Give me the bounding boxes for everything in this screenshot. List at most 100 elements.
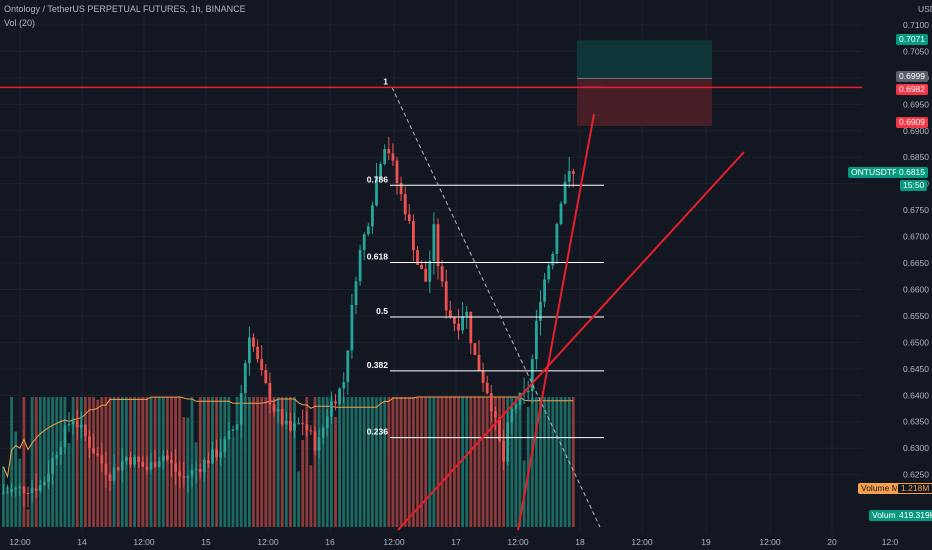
price-tick-label: 0.6650 bbox=[903, 258, 929, 268]
volume-bar bbox=[436, 397, 440, 527]
candle-body bbox=[330, 401, 333, 417]
candle-body bbox=[305, 424, 309, 431]
volume-bar bbox=[354, 397, 358, 527]
candle-body bbox=[453, 317, 456, 324]
volume-bar bbox=[514, 397, 518, 527]
candle-body bbox=[559, 203, 563, 225]
candle-body bbox=[506, 422, 510, 462]
candle-body bbox=[325, 416, 329, 428]
volume-bar bbox=[268, 397, 272, 527]
volume-bar bbox=[260, 397, 264, 527]
volume-bar bbox=[88, 397, 91, 527]
volume-bar bbox=[469, 397, 473, 527]
candle-body bbox=[391, 153, 395, 161]
horizontal-line-price-tag: 0.6982 bbox=[896, 84, 928, 95]
volume-bar bbox=[563, 397, 567, 527]
candle-body bbox=[313, 431, 317, 451]
candle-body bbox=[371, 205, 374, 227]
candle-body bbox=[47, 473, 50, 483]
candle-body bbox=[342, 382, 346, 389]
candle-body bbox=[231, 429, 235, 431]
volume-bar bbox=[297, 471, 300, 527]
time-tick-label: 19 bbox=[701, 537, 711, 547]
candle-body bbox=[543, 279, 546, 302]
time-axis[interactable]: 12:00 14 12:00 15 12:00 16 12:00 17 12:00 18 12:00… bbox=[0, 533, 932, 550]
volume-bar bbox=[231, 436, 235, 527]
volume-bar bbox=[453, 397, 456, 527]
candle-body bbox=[412, 220, 415, 251]
price-tick-label: 0.6450 bbox=[903, 364, 929, 374]
volume-ma-label-tag: Volume MA bbox=[858, 483, 908, 494]
candle-body bbox=[207, 460, 210, 464]
candle-body bbox=[186, 476, 190, 479]
long-position-tool[interactable] bbox=[577, 40, 712, 127]
candle-body bbox=[494, 411, 497, 418]
price-tick-label: 0.6700 bbox=[903, 232, 929, 242]
volume-bar bbox=[71, 397, 75, 527]
volume-bar bbox=[116, 397, 120, 527]
candle-body bbox=[178, 471, 182, 477]
candle-body bbox=[51, 458, 54, 474]
candle-body bbox=[403, 194, 407, 215]
volume-bar bbox=[375, 397, 378, 527]
candle-body bbox=[362, 234, 366, 251]
candle-body bbox=[30, 488, 34, 494]
volume-bar bbox=[481, 397, 485, 527]
volume-bar bbox=[387, 397, 391, 527]
volume-bar bbox=[26, 509, 30, 527]
candle-body bbox=[268, 383, 272, 405]
candle-body bbox=[166, 455, 169, 460]
trend-lines[interactable] bbox=[0, 86, 862, 531]
volume-bar bbox=[416, 397, 419, 527]
volume-bar bbox=[84, 397, 87, 527]
candle-body bbox=[280, 408, 284, 425]
volume-bar bbox=[96, 399, 100, 527]
stop-price-tag: 0.6909 bbox=[896, 117, 928, 128]
candle-body bbox=[518, 392, 522, 405]
candle-body bbox=[112, 467, 116, 481]
candle-body bbox=[34, 488, 38, 491]
volume-bar bbox=[43, 397, 46, 527]
volume-bar bbox=[243, 397, 247, 527]
volume-bar bbox=[424, 397, 428, 527]
candle-body bbox=[297, 423, 300, 425]
candle-body bbox=[88, 436, 91, 448]
volume-bar bbox=[395, 397, 399, 527]
volume-bar bbox=[293, 397, 296, 527]
candle-body bbox=[248, 337, 251, 364]
candle-body bbox=[18, 486, 22, 488]
price-axis[interactable]: USDT0.71000.70500.70000.69500.69000.6850… bbox=[862, 0, 932, 550]
volume-bar bbox=[6, 486, 9, 527]
volume-bar bbox=[362, 397, 366, 527]
symbol-title[interactable]: Ontology / TetherUS PERPETUAL FUTURES, 1… bbox=[4, 4, 246, 14]
volume-bar bbox=[321, 397, 325, 527]
volume-bar bbox=[223, 397, 227, 527]
volume-bar bbox=[473, 397, 477, 527]
price-tick-label: 0.6350 bbox=[903, 417, 929, 427]
volume-bar bbox=[38, 397, 42, 527]
time-tick-label: 12:00 bbox=[507, 537, 529, 547]
candle-body bbox=[354, 281, 358, 305]
time-tick-label: 16 bbox=[325, 537, 335, 547]
candle-body bbox=[481, 370, 485, 383]
volume-indicator-legend[interactable]: Vol (20) bbox=[4, 18, 36, 28]
fib-level-label: 0.618 bbox=[367, 251, 389, 261]
candle-body bbox=[137, 456, 141, 462]
volume-bar bbox=[198, 397, 202, 527]
price-tick-label: 0.6500 bbox=[903, 337, 929, 347]
candle-body bbox=[75, 421, 79, 428]
volume-bar bbox=[551, 397, 555, 527]
candle-body bbox=[448, 310, 452, 318]
volume-bar bbox=[284, 397, 288, 527]
volume-bar bbox=[494, 397, 497, 527]
volume-bar bbox=[317, 397, 321, 527]
volume-bar bbox=[465, 397, 469, 527]
candle-body bbox=[350, 304, 354, 351]
price-tick-label: 0.7100 bbox=[903, 20, 929, 30]
volume-bar bbox=[543, 397, 546, 527]
candle-body bbox=[239, 393, 243, 425]
volume-bar bbox=[485, 397, 489, 527]
candlesticks[interactable] bbox=[2, 136, 575, 508]
